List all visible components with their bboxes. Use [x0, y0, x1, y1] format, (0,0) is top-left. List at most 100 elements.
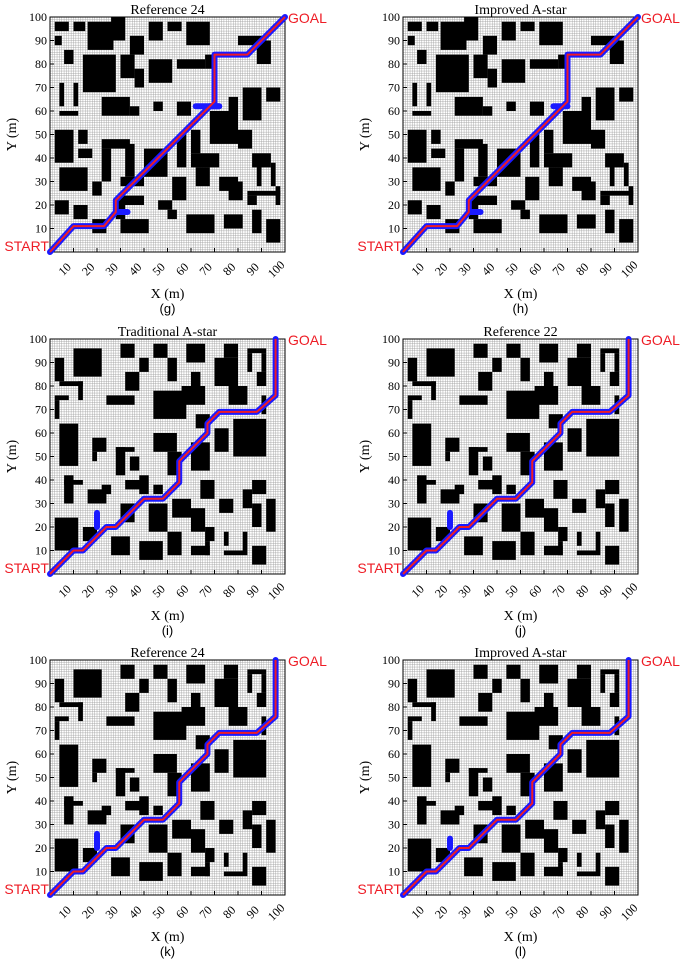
panel-caption: (l): [515, 944, 527, 959]
obstacle: [482, 35, 497, 55]
y-tick-label: 90: [388, 356, 400, 370]
obstacle: [529, 59, 559, 69]
y-tick-label: 100: [382, 10, 400, 24]
obstacle: [506, 343, 521, 358]
x-tick-label: 60: [526, 260, 544, 278]
obstacle: [520, 357, 530, 382]
final-path: [402, 339, 630, 575]
obstacle: [252, 866, 267, 886]
obstacle: [139, 796, 149, 816]
obstacle: [544, 371, 554, 396]
obstacle: [242, 87, 262, 121]
y-tick-label: 30: [35, 818, 47, 832]
obstacle: [609, 40, 624, 64]
obstacle: [614, 674, 620, 693]
obstacle: [223, 343, 238, 358]
obstacle: [567, 357, 591, 386]
obstacle: [473, 219, 502, 234]
obstacle: [233, 739, 267, 778]
obstacle: [605, 866, 620, 886]
x-tick-label: 100: [265, 258, 288, 281]
obstacle: [64, 49, 74, 64]
obstacle: [186, 664, 206, 684]
final-path: [402, 660, 630, 896]
x-axis-label: X (m): [504, 930, 538, 945]
obstacle: [572, 498, 587, 513]
obstacle: [614, 353, 620, 372]
final-path: [49, 660, 277, 896]
obstacle: [478, 480, 497, 490]
obstacle: [261, 674, 267, 693]
y-tick-label: 50: [35, 128, 47, 142]
obstacle: [581, 707, 601, 726]
obstacle: [539, 214, 568, 234]
obstacle: [567, 678, 591, 707]
obstacle: [247, 190, 281, 196]
obstacle: [186, 21, 210, 46]
obstacle: [553, 801, 568, 820]
y-tick-label: 20: [35, 841, 47, 855]
obstacle: [520, 678, 530, 703]
obstacle: [205, 862, 210, 877]
x-tick-label: 80: [220, 903, 238, 921]
obstacle: [506, 101, 516, 111]
x-tick-label: 10: [55, 260, 73, 278]
obstacle: [445, 451, 450, 462]
obstacle: [558, 541, 563, 556]
obstacle: [101, 148, 112, 182]
obstacle: [473, 343, 488, 358]
obstacle: [506, 754, 530, 773]
obstacle: [148, 824, 168, 853]
obstacle: [464, 857, 483, 877]
obstacle: [167, 531, 182, 556]
obstacle: [209, 111, 238, 144]
obstacle: [223, 871, 248, 877]
obstacle: [59, 423, 79, 466]
obstacle: [600, 353, 606, 372]
obstacle: [153, 101, 163, 111]
panel-caption: (h): [513, 301, 529, 316]
x-tick-label: 20: [432, 582, 450, 600]
obstacle: [407, 21, 422, 32]
obstacle: [454, 484, 465, 495]
y-tick-label: 50: [35, 771, 47, 785]
obstacle: [431, 148, 446, 158]
obstacle: [129, 35, 144, 55]
obstacle: [431, 702, 436, 722]
obstacle: [200, 801, 215, 820]
x-tick-label: 70: [196, 260, 214, 278]
obstacle: [120, 664, 135, 679]
obstacle: [600, 669, 620, 675]
x-tick-label: 40: [479, 903, 497, 921]
panel-title: Reference 24: [130, 3, 204, 18]
y-tick-label: 70: [388, 81, 400, 95]
obstacle: [459, 716, 488, 726]
y-tick-label: 30: [35, 497, 47, 511]
y-tick-label: 10: [35, 222, 47, 236]
obstacle: [576, 214, 596, 229]
obstacle: [64, 801, 83, 806]
x-tick-label: 70: [196, 582, 214, 600]
obstacle: [148, 503, 168, 532]
obstacle: [252, 824, 262, 848]
x-tick-label: 90: [596, 260, 614, 278]
x-tick-label: 40: [479, 582, 497, 600]
start-label: START: [4, 881, 49, 897]
x-tick-label: 40: [479, 260, 497, 278]
x-tick-label: 30: [455, 903, 473, 921]
obstacle: [252, 480, 267, 495]
y-tick-label: 80: [388, 700, 400, 714]
obstacle: [167, 357, 177, 382]
obstacle: [482, 777, 493, 792]
obstacle: [544, 545, 563, 556]
obstacle: [101, 139, 130, 149]
y-tick-label: 20: [388, 198, 400, 212]
y-tick-label: 70: [35, 81, 47, 95]
obstacle: [468, 447, 488, 452]
obstacle: [78, 702, 83, 722]
obstacle: [172, 498, 191, 518]
obstacle: [468, 195, 497, 205]
x-tick-label: 30: [455, 582, 473, 600]
x-tick-label: 90: [596, 903, 614, 921]
